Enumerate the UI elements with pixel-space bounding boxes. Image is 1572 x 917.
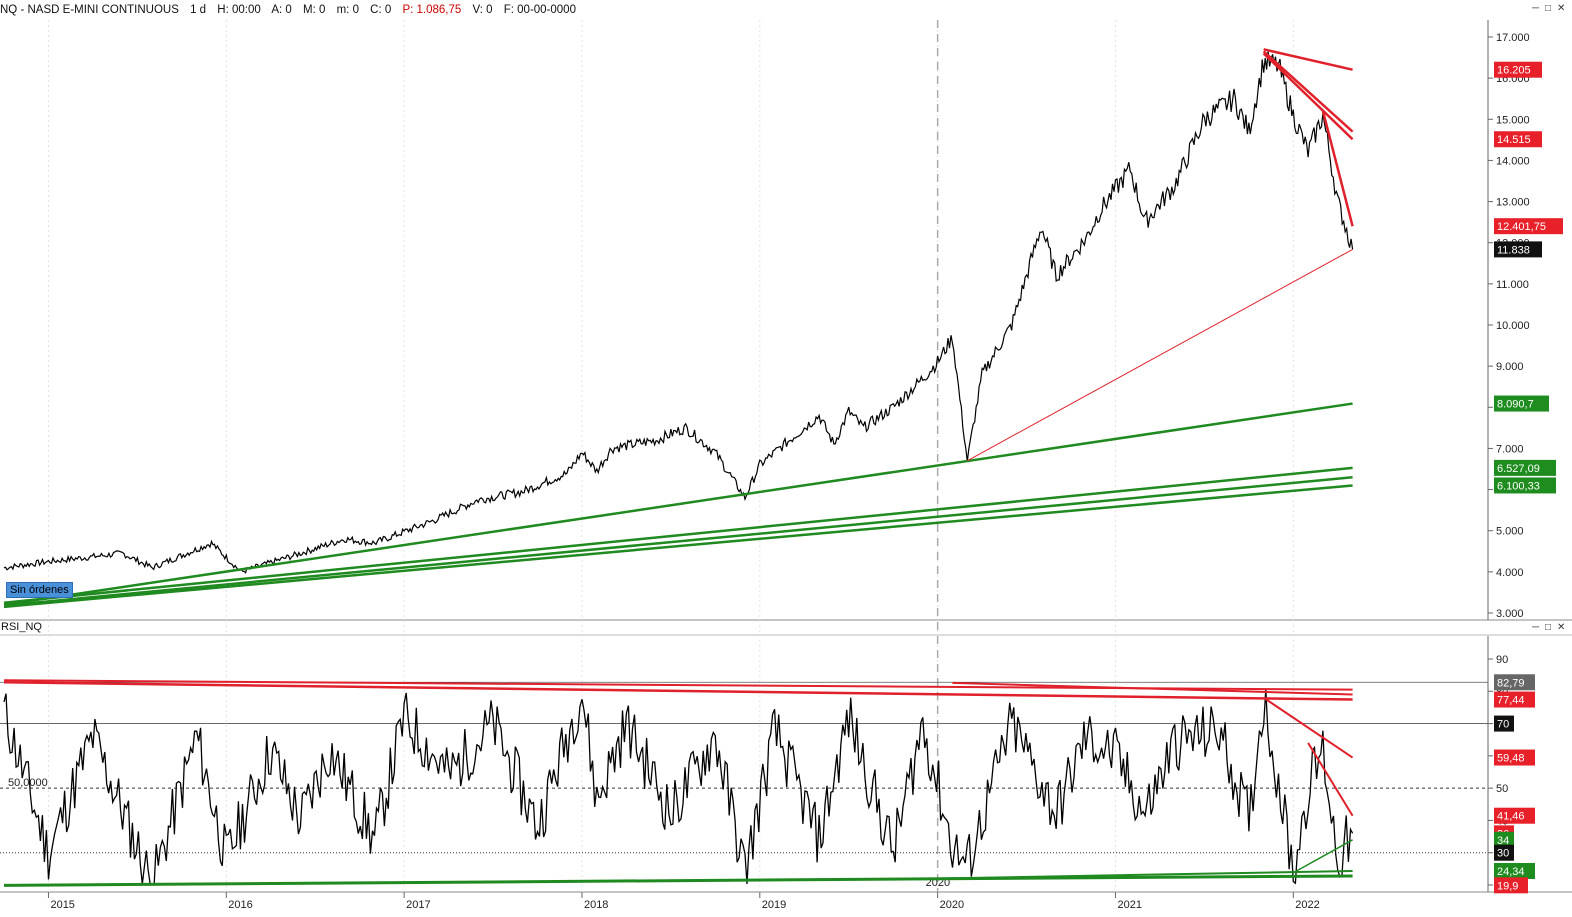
f-readout: F: 00-00-0000 [503, 4, 576, 16]
rsi-trendline [1307, 742, 1354, 817]
minimize-icon[interactable]: ─ [1532, 3, 1540, 14]
rsi-level-flag: 82,79 [1497, 677, 1525, 689]
rsi-panel-title: RSI_NQ [1, 621, 42, 633]
trendline [1263, 48, 1353, 71]
price-tick-label: 10.000 [1496, 320, 1530, 332]
year-label: 2016 [228, 899, 252, 911]
price-level-flag-bg [1494, 218, 1563, 235]
rsi-level-flag-bg [1494, 715, 1514, 732]
chart-header: NQ - NASD E-MINI CONTINUOUS 1 d H: 00:00… [0, 0, 1572, 20]
trendline [967, 248, 1353, 462]
price-tick-label: 3.000 [1496, 608, 1524, 620]
rsi-trendline [937, 869, 1353, 880]
rsi-trendline [952, 681, 1353, 696]
price-level-flag-bg [1494, 61, 1542, 78]
h-readout: H: 00:00 [217, 4, 261, 16]
symbol-label: NQ - NASD E-MINI CONTINUOUS [0, 4, 179, 16]
year-label: 2020 [940, 899, 964, 911]
rsi-minimize-icon[interactable]: ─ [1532, 622, 1540, 633]
m2-readout: m: 0 [336, 4, 359, 16]
rsi-level-flag: 41,46 [1497, 811, 1525, 823]
rsi-level-flag-bg [1494, 674, 1535, 691]
rsi-level-flag: 34 [1497, 835, 1509, 847]
price-tick-label: 17.000 [1496, 32, 1530, 44]
a-readout: A: 0 [271, 4, 292, 16]
rsi-tick-label: 90 [1496, 654, 1508, 666]
rsi-level-flag: 30 [1497, 848, 1509, 860]
rsi-level-flag: 19,9 [1497, 880, 1518, 892]
price-level-flag: 8.090,7 [1497, 399, 1534, 411]
rsi-level-flag-bg [1494, 877, 1528, 894]
price-tick-label: 14.000 [1496, 155, 1530, 167]
price-tick-label: 5.000 [1496, 526, 1524, 538]
rsi-level-flag-bg [1494, 831, 1514, 848]
rsi-trendline [1263, 696, 1354, 759]
close-icon[interactable]: ✕ [1557, 3, 1566, 14]
trendline [1262, 52, 1354, 141]
price-level-flag-bg [1494, 395, 1549, 412]
year-label: 2019 [762, 899, 786, 911]
trendline [3, 402, 1353, 607]
rsi-level-flag-bg [1494, 749, 1535, 766]
rsi-line [3, 689, 1354, 885]
rsi-reference-label: 50,0000 [8, 777, 48, 789]
maximize-icon[interactable]: □ [1545, 3, 1552, 14]
c-readout: C: 0 [370, 4, 392, 16]
rsi-close-icon[interactable]: ✕ [1557, 622, 1566, 633]
rsi-trendline [3, 874, 1353, 887]
price-tick-label: 9.000 [1496, 361, 1524, 373]
trendline [3, 466, 1353, 604]
rsi-level-flag-bg [1494, 691, 1535, 708]
price-tick-label: 7.000 [1496, 443, 1524, 455]
trendline [1321, 110, 1354, 227]
rsi-tick-label: 50 [1496, 783, 1508, 795]
year-label: 2015 [50, 899, 74, 911]
m-readout: M: 0 [303, 4, 326, 16]
trendline [3, 484, 1353, 609]
rsi-level-flag-bg [1494, 844, 1514, 861]
p-readout: P: 1.086,75 [402, 4, 462, 16]
price-tick-label: 13.000 [1496, 197, 1530, 209]
price-tick-label: 11.000 [1496, 279, 1529, 291]
price-level-flag: 12.401,75 [1497, 221, 1546, 233]
price-level-flag-bg [1494, 131, 1542, 148]
rsi-trendline [1292, 839, 1353, 874]
price-level-flag: 6.527,09 [1497, 463, 1540, 475]
price-line [3, 51, 1354, 574]
rsi-level-flag: 77,44 [1497, 695, 1525, 707]
rsi-level-flag: 24,34 [1497, 866, 1525, 878]
year-label: 2017 [406, 899, 430, 911]
price-level-flag: 14.515 [1497, 134, 1531, 146]
price-level-flag: 16.205 [1497, 65, 1531, 77]
year-label: 2021 [1117, 899, 1141, 911]
rsi-level-flag-bg [1494, 862, 1535, 879]
rsi-trendline [3, 680, 1353, 701]
orders-badge[interactable]: Sin órdenes [6, 582, 73, 598]
rsi-level-flag-bg [1494, 807, 1535, 824]
year-label: 2022 [1295, 899, 1319, 911]
price-level-flag: 6.100,33 [1497, 480, 1540, 492]
price-level-flag-bg [1494, 477, 1556, 494]
year-label: 2018 [584, 899, 608, 911]
rsi-level-flag: 59,48 [1497, 753, 1525, 765]
price-level-flag-bg [1494, 459, 1556, 476]
v-readout: V: 0 [472, 4, 493, 16]
price-tick-label: 4.000 [1496, 567, 1524, 579]
price-tick-label: 15.000 [1496, 114, 1530, 126]
price-level-flag-bg [1494, 241, 1542, 258]
rsi-maximize-icon[interactable]: □ [1545, 622, 1552, 633]
rsi-level-flag: 70 [1497, 719, 1509, 731]
trendline [3, 475, 1353, 607]
trendline [1262, 50, 1354, 133]
price-level-flag: 11.838 [1497, 244, 1530, 256]
period-label: 1 d [190, 4, 207, 16]
